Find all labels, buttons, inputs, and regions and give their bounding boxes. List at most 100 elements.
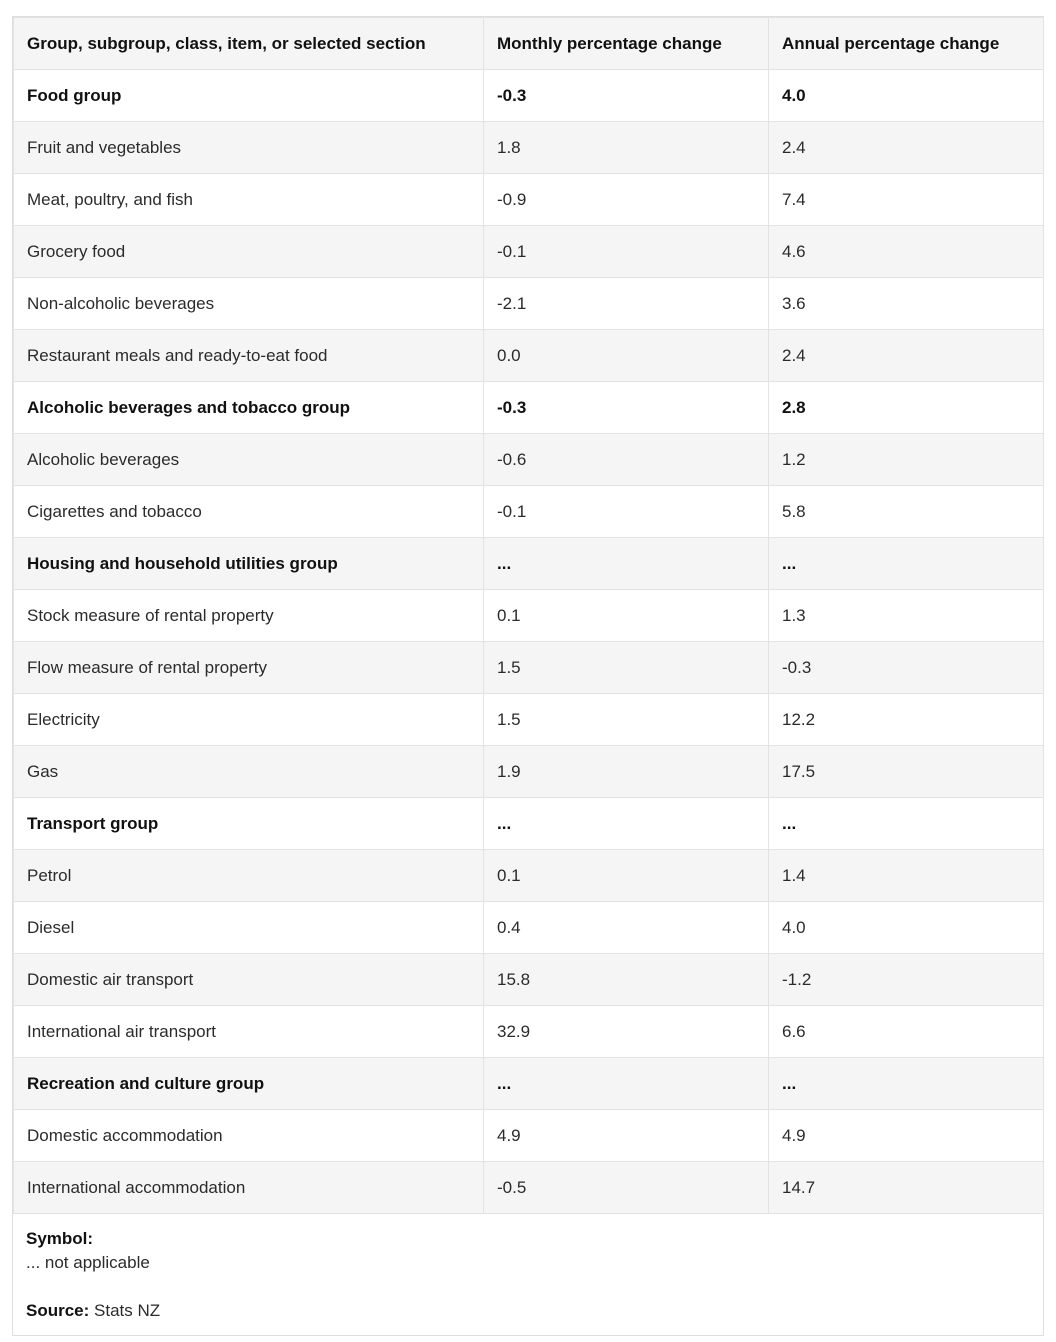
row-label: Cigarettes and tobacco — [13, 485, 484, 538]
monthly-value: -0.5 — [483, 1161, 769, 1214]
annual-value: 1.2 — [768, 433, 1044, 486]
source-label: Source: — [26, 1301, 90, 1320]
monthly-value: 0.4 — [483, 901, 769, 954]
column-header-annual: Annual percentage change — [768, 17, 1044, 70]
symbol-note: ... not applicable — [26, 1253, 150, 1272]
annual-value: 14.7 — [768, 1161, 1044, 1214]
annual-value: 12.2 — [768, 693, 1044, 746]
monthly-value: 0.1 — [483, 849, 769, 902]
column-header-group: Group, subgroup, class, item, or selecte… — [13, 17, 484, 70]
annual-value: 4.6 — [768, 225, 1044, 278]
table-row: Petrol 0.1 1.4 — [13, 849, 1044, 902]
symbol-label: Symbol: — [26, 1229, 94, 1248]
table-row: Restaurant meals and ready-to-eat food 0… — [13, 329, 1044, 382]
table-row: Transport group ... ... — [13, 797, 1044, 850]
table-row: International air transport 32.9 6.6 — [13, 1005, 1044, 1058]
table-row: Cigarettes and tobacco -0.1 5.8 — [13, 485, 1044, 538]
row-label: Stock measure of rental property — [13, 589, 484, 642]
row-label: Electricity — [13, 693, 484, 746]
table-row: Domestic accommodation 4.9 4.9 — [13, 1109, 1044, 1162]
row-label: Gas — [13, 745, 484, 798]
row-label: Fruit and vegetables — [13, 121, 484, 174]
monthly-value: 1.5 — [483, 641, 769, 694]
annual-value: 1.4 — [768, 849, 1044, 902]
source-line: Source: Stats NZ — [26, 1299, 1030, 1323]
row-label: Alcoholic beverages and tobacco group — [13, 381, 484, 434]
table-row: Diesel 0.4 4.0 — [13, 901, 1044, 954]
annual-value: 7.4 — [768, 173, 1044, 226]
monthly-value: 32.9 — [483, 1005, 769, 1058]
annual-value: 4.9 — [768, 1109, 1044, 1162]
monthly-value: 1.5 — [483, 693, 769, 746]
table-row: Stock measure of rental property 0.1 1.3 — [13, 589, 1044, 642]
monthly-value: 0.1 — [483, 589, 769, 642]
table-row: Meat, poultry, and fish -0.9 7.4 — [13, 173, 1044, 226]
monthly-value: -0.3 — [483, 381, 769, 434]
annual-value: -1.2 — [768, 953, 1044, 1006]
monthly-value: 15.8 — [483, 953, 769, 1006]
annual-value: -0.3 — [768, 641, 1044, 694]
table-row: Housing and household utilities group ..… — [13, 537, 1044, 590]
monthly-value: 0.0 — [483, 329, 769, 382]
monthly-value: -0.6 — [483, 433, 769, 486]
annual-value: 2.4 — [768, 121, 1044, 174]
monthly-value: -0.3 — [483, 69, 769, 122]
row-label: Grocery food — [13, 225, 484, 278]
row-label: Non-alcoholic beverages — [13, 277, 484, 330]
annual-value: 5.8 — [768, 485, 1044, 538]
table-row: Non-alcoholic beverages -2.1 3.6 — [13, 277, 1044, 330]
row-label: International air transport — [13, 1005, 484, 1058]
source-value: Stats NZ — [89, 1301, 161, 1320]
column-header-monthly: Monthly percentage change — [483, 17, 769, 70]
table-row: Grocery food -0.1 4.6 — [13, 225, 1044, 278]
monthly-value: ... — [483, 537, 769, 590]
annual-value: ... — [768, 537, 1044, 590]
row-label: Diesel — [13, 901, 484, 954]
table-row: Flow measure of rental property 1.5 -0.3 — [13, 641, 1044, 694]
table-body: Food group -0.3 4.0 Fruit and vegetables… — [13, 69, 1044, 1214]
monthly-value: -2.1 — [483, 277, 769, 330]
annual-value: 4.0 — [768, 901, 1044, 954]
row-label: International accommodation — [13, 1161, 484, 1214]
row-label: Domestic air transport — [13, 953, 484, 1006]
table-row: Alcoholic beverages and tobacco group -0… — [13, 381, 1044, 434]
annual-value: 2.4 — [768, 329, 1044, 382]
row-label: Flow measure of rental property — [13, 641, 484, 694]
table-row: Recreation and culture group ... ... — [13, 1057, 1044, 1110]
row-label: Petrol — [13, 849, 484, 902]
table-row: Gas 1.9 17.5 — [13, 745, 1044, 798]
table-notes: Symbol: ... not applicable Source: Stats… — [13, 1214, 1043, 1335]
monthly-value: -0.1 — [483, 225, 769, 278]
header-row: Group, subgroup, class, item, or selecte… — [13, 17, 1044, 70]
row-label: Restaurant meals and ready-to-eat food — [13, 329, 484, 382]
row-label: Transport group — [13, 797, 484, 850]
row-label: Recreation and culture group — [13, 1057, 484, 1110]
cpi-table: Group, subgroup, class, item, or selecte… — [13, 17, 1044, 1214]
monthly-value: -0.9 — [483, 173, 769, 226]
row-label: Domestic accommodation — [13, 1109, 484, 1162]
annual-value: ... — [768, 797, 1044, 850]
row-label: Food group — [13, 69, 484, 122]
row-label: Alcoholic beverages — [13, 433, 484, 486]
table-row: Domestic air transport 15.8 -1.2 — [13, 953, 1044, 1006]
monthly-value: -0.1 — [483, 485, 769, 538]
annual-value: 1.3 — [768, 589, 1044, 642]
monthly-value: ... — [483, 797, 769, 850]
table-row: Fruit and vegetables 1.8 2.4 — [13, 121, 1044, 174]
table-header: Group, subgroup, class, item, or selecte… — [13, 17, 1044, 70]
table-row: Alcoholic beverages -0.6 1.2 — [13, 433, 1044, 486]
monthly-value: 1.8 — [483, 121, 769, 174]
annual-value: 17.5 — [768, 745, 1044, 798]
monthly-value: 4.9 — [483, 1109, 769, 1162]
table-row: Food group -0.3 4.0 — [13, 69, 1044, 122]
monthly-value: ... — [483, 1057, 769, 1110]
monthly-value: 1.9 — [483, 745, 769, 798]
table-row: International accommodation -0.5 14.7 — [13, 1161, 1044, 1214]
annual-value: 4.0 — [768, 69, 1044, 122]
row-label: Housing and household utilities group — [13, 537, 484, 590]
annual-value: 6.6 — [768, 1005, 1044, 1058]
table-row: Electricity 1.5 12.2 — [13, 693, 1044, 746]
annual-value: ... — [768, 1057, 1044, 1110]
cpi-table-card: Group, subgroup, class, item, or selecte… — [12, 16, 1044, 1336]
